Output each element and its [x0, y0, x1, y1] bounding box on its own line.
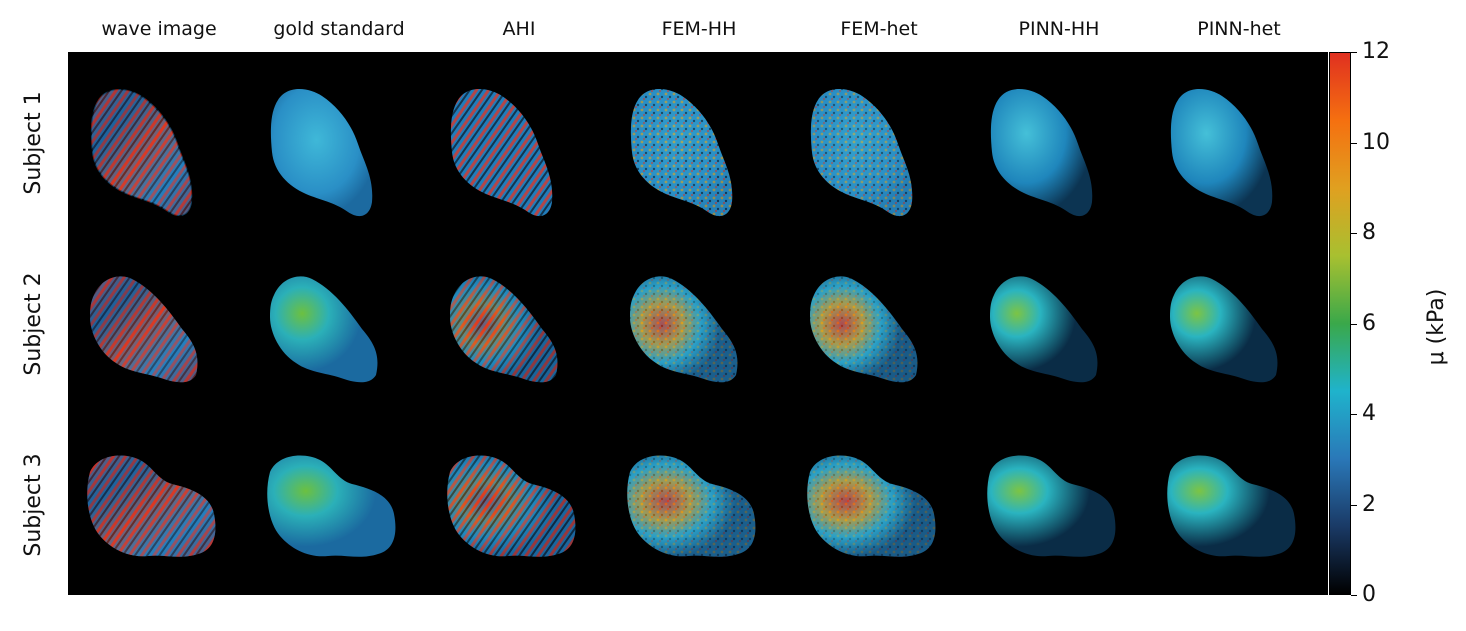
image-panel-grid: [68, 52, 1328, 595]
col-title-fem-hh: FEM-HH: [609, 18, 789, 40]
colorbar-tick-label: 2: [1362, 493, 1376, 517]
col-title-wave-image: wave image: [69, 18, 249, 40]
colorbar-tick: [1351, 505, 1357, 506]
colorbar-tick-label: 6: [1362, 312, 1376, 336]
colorbar-tick: [1351, 595, 1357, 596]
colorbar-tick-label: 10: [1362, 131, 1390, 155]
panel-svg: [68, 52, 1328, 595]
col-title-ahi: AHI: [429, 18, 609, 40]
colorbar-tick-label: 0: [1362, 583, 1376, 607]
colorbar-tick: [1351, 233, 1357, 234]
colorbar-tick-label: 4: [1362, 402, 1376, 426]
col-title-gold-standard: gold standard: [249, 18, 429, 40]
colorbar-tick: [1351, 52, 1357, 53]
colorbar: [1329, 52, 1351, 595]
colorbar-tick: [1351, 324, 1357, 325]
colorbar-tick: [1351, 143, 1357, 144]
colorbar-tick-label: 12: [1362, 40, 1390, 64]
col-title-pinn-het: PINN-het: [1149, 18, 1329, 40]
col-title-pinn-hh: PINN-HH: [969, 18, 1149, 40]
row-label-subject-3: Subject 3: [19, 405, 49, 605]
row-label-subject-2: Subject 2: [19, 224, 49, 424]
col-title-fem-het: FEM-het: [789, 18, 969, 40]
colorbar-label: μ (kPa): [1422, 257, 1452, 397]
row-label-subject-1: Subject 1: [19, 43, 49, 243]
colorbar-tick-label: 8: [1362, 221, 1376, 245]
colorbar-tick: [1351, 414, 1357, 415]
